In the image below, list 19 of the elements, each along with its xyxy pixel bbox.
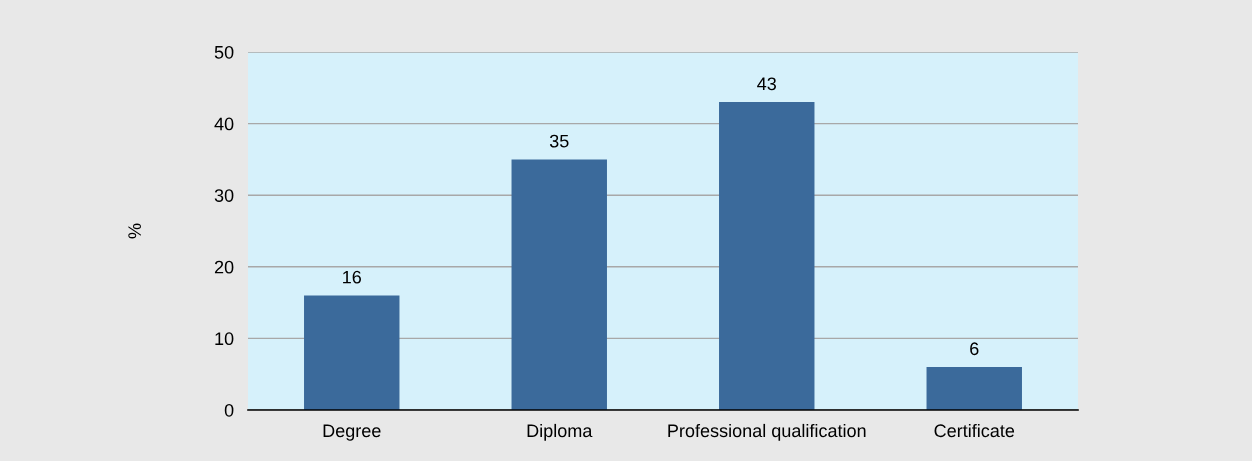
x-tick-label: Diploma	[527, 423, 593, 441]
y-tick-label: 30	[214, 189, 234, 202]
y-tick-label: 40	[214, 117, 234, 131]
data-label: 43	[757, 77, 776, 91]
y-axis-title: %	[128, 223, 141, 239]
x-tick-label: Certificate	[934, 423, 1015, 438]
x-tick-label: Degree	[323, 424, 381, 441]
data-label: 6	[970, 342, 979, 356]
bar	[511, 159, 607, 410]
y-tick-label: 10	[215, 332, 234, 346]
y-tick-label: 0	[224, 403, 234, 417]
bar	[926, 367, 1022, 410]
x-tick-label: Professional qualification	[668, 423, 866, 441]
bar	[304, 295, 400, 410]
data-label: 35	[549, 134, 569, 148]
bar	[719, 102, 815, 410]
y-tick-label: 50	[214, 45, 234, 59]
data-label: 16	[343, 270, 361, 284]
y-tick-label: 20	[214, 260, 234, 274]
